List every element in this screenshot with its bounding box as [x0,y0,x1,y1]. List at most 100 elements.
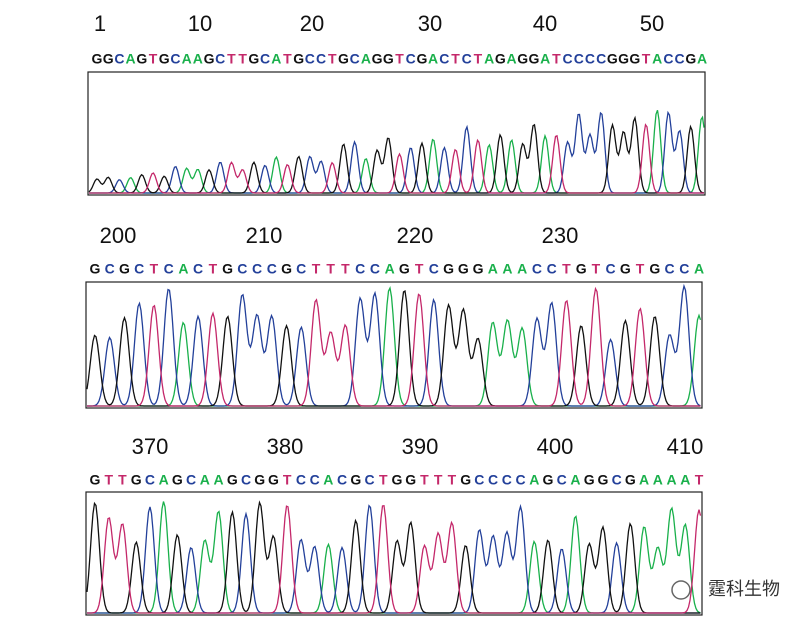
base-call: C [252,261,262,277]
base-call: T [636,261,645,277]
position-label: 230 [542,223,579,248]
base-call: C [193,261,203,277]
base-call: A [200,472,210,488]
base-call: A [666,472,676,488]
base-call: A [182,51,192,67]
base-call: T [420,472,429,488]
base-call: C [663,51,673,67]
base-call: G [443,261,454,277]
base-call: G [254,472,265,488]
base-call: G [607,51,618,67]
base-call: C [679,261,689,277]
base-call: G [620,261,631,277]
base-call: T [104,472,113,488]
base-call: G [136,51,147,67]
base-call: C [337,472,347,488]
base-call: C [305,51,315,67]
base-call: A [697,51,707,67]
base-call: T [695,472,704,488]
base-call: C [316,51,326,67]
base-call: G [685,51,696,67]
base-call: G [92,51,103,67]
base-call: C [606,261,616,277]
position-label: 370 [132,434,169,459]
base-call: C [502,472,512,488]
base-call: A [570,472,580,488]
base-call: T [118,472,127,488]
base-call: T [227,51,236,67]
base-call: G [405,472,416,488]
position-label: 380 [267,434,304,459]
base-call: C [105,261,115,277]
base-call: G [576,261,587,277]
base-call: T [283,472,292,488]
base-call: C [515,472,525,488]
base-call: G [227,472,238,488]
base-call: T [283,51,292,67]
base-call: C [350,51,360,67]
base-call: C [370,261,380,277]
base-call: C [532,261,542,277]
base-call: T [552,51,561,67]
base-call: A [506,51,516,67]
base-call: C [241,472,251,488]
base-call: C [574,51,584,67]
base-call: T [328,51,337,67]
base-call: A [529,472,539,488]
base-call: G [338,51,349,67]
trace-G [86,500,701,614]
base-call: C [170,51,180,67]
base-call: G [528,51,539,67]
base-call: G [172,472,183,488]
base-call: C [675,51,685,67]
base-call: C [310,472,320,488]
base-call: C [612,472,622,488]
base-call: A [540,51,550,67]
base-call: C [439,51,449,67]
base-call: G [281,261,292,277]
base-call: A [361,51,371,67]
base-call: G [618,51,629,67]
base-call: A [639,472,649,488]
base-call: T [592,261,601,277]
base-call: G [416,51,427,67]
base-call: C [145,472,155,488]
base-call: A [652,51,662,67]
base-call: C [406,51,416,67]
base-call: A [488,261,498,277]
base-call: C [664,261,674,277]
base-call: C [429,261,439,277]
base-call: G [268,472,279,488]
base-call: G [159,51,170,67]
base-call: A [385,261,395,277]
position-label: 200 [100,223,137,248]
base-call: T [150,261,159,277]
base-call: T [415,261,424,277]
base-call: C [237,261,247,277]
base-call: G [350,472,361,488]
base-call: G [131,472,142,488]
base-call: C [462,51,472,67]
position-label: 10 [188,11,212,36]
base-call: A [193,51,203,67]
base-call: T [448,472,457,488]
base-call: G [517,51,528,67]
base-call: C [474,472,484,488]
base-call: C [114,51,124,67]
position-label: 1 [94,11,106,36]
base-call: G [90,261,101,277]
base-call: G [625,472,636,488]
base-call: C [296,261,306,277]
base-call: A [517,261,527,277]
base-call: G [90,472,101,488]
base-call: T [642,51,651,67]
trace-T [87,286,701,407]
position-label: 210 [246,223,283,248]
base-call: C [267,261,277,277]
base-call: A [271,51,281,67]
base-call: T [434,472,443,488]
base-call: A [213,472,223,488]
base-call: C [557,472,567,488]
position-label: 400 [537,434,574,459]
trace-A [89,109,705,194]
